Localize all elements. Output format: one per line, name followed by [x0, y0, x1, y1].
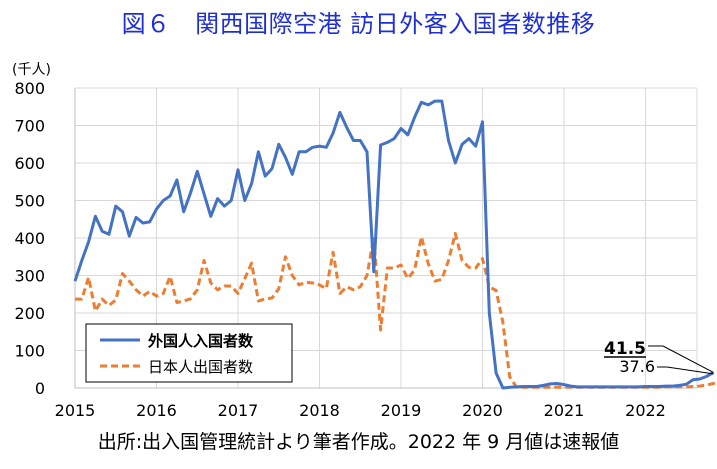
legend-label-foreign: 外国人入国者数 [147, 332, 254, 350]
chart-title: 図６ 関西国際空港 訪日外客入国者数推移 [121, 10, 596, 38]
y-tick-label: 300 [14, 267, 45, 286]
y-tick-label: 600 [14, 154, 45, 173]
y-tick-label: 800 [14, 79, 45, 98]
x-tick-label: 2020 [462, 401, 503, 420]
source-note: 出所:出入国管理統計より筆者作成。2022 年 9 月値は速報値 [97, 431, 620, 453]
y-axis-label: (千人) [12, 62, 51, 78]
leader-line [662, 345, 714, 373]
y-tick-label: 500 [14, 192, 45, 211]
series-line-japanese-departures [75, 232, 717, 389]
x-tick-label: 2015 [55, 401, 96, 420]
x-tick-label: 2019 [381, 401, 422, 420]
y-tick-labels: 0 100 200 300 400 500 600 700 800 [14, 79, 45, 398]
y-tick-label: 0 [35, 379, 45, 398]
end-label-japanese: 37.6 [619, 357, 655, 376]
legend-label-japanese: 日本人出国者数 [148, 358, 253, 376]
end-annotations: 41.537.6 [604, 339, 714, 376]
y-tick-label: 700 [14, 117, 45, 136]
y-tick-label: 200 [14, 304, 45, 323]
x-tick-label: 2017 [218, 401, 259, 420]
x-tick-label: 2016 [136, 401, 177, 420]
x-tick-label: 2021 [544, 401, 585, 420]
series-lines [73, 99, 717, 390]
end-label-foreign: 41.5 [604, 339, 646, 359]
series-line-foreign-arrivals [73, 99, 715, 390]
x-tick-label: 2022 [625, 401, 666, 420]
y-tick-label: 400 [14, 229, 45, 248]
x-tick-label: 2018 [299, 401, 340, 420]
legend-box [85, 323, 293, 383]
leader-line [666, 366, 714, 375]
x-tick-labels: 2015 2016 2017 2018 2019 2020 2021 2022 [55, 401, 666, 420]
y-tick-label: 100 [14, 342, 45, 361]
